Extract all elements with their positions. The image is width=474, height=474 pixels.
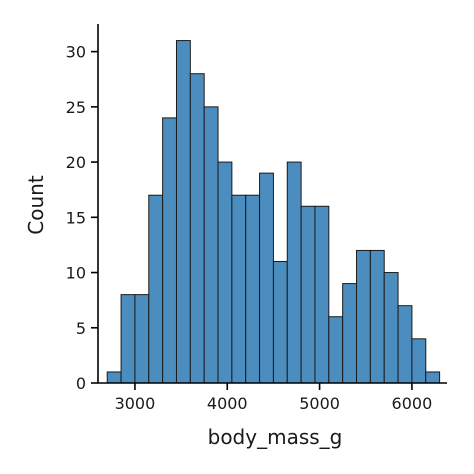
histogram-bar [383,272,399,384]
histogram-bar [231,194,247,384]
x-tick-label: 5000 [299,394,340,413]
y-tick-label: 0 [76,374,86,393]
y-ticks: 0 5 10 15 20 25 30 [66,43,98,393]
y-tick-label: 10 [66,264,86,283]
histogram-bar [203,106,219,384]
histogram-bar [397,305,413,384]
histogram-bar [342,283,358,384]
histogram-bar [175,40,191,384]
histogram-bar [356,249,371,384]
y-tick-label: 5 [76,319,86,338]
x-ticks: 3000 4000 5000 6000 [115,383,433,413]
histogram-bar [272,260,288,384]
x-tick-label: 6000 [392,394,433,413]
histogram-bar [245,194,261,384]
histogram-bar [120,294,136,384]
histogram-bar [369,249,385,384]
histogram-bar [217,161,233,384]
histogram-bar [134,294,150,384]
histogram-bar [286,161,302,384]
y-tick-label: 25 [66,98,86,117]
y-tick-label: 15 [66,208,86,227]
x-axis-label: body_mass_g [208,425,343,449]
histogram-bars [106,40,441,384]
histogram-bar [314,205,330,384]
histogram-bar [425,371,441,384]
histogram-bar [300,205,316,384]
histogram-bar [411,338,427,384]
histogram-bar [162,117,177,384]
histogram-bar [328,316,344,384]
x-tick-label: 3000 [115,394,156,413]
x-tick-label: 4000 [207,394,248,413]
y-axis-label: Count [24,175,48,235]
histogram-bar [106,371,122,384]
y-tick-label: 30 [66,43,86,62]
histogram-bar [148,194,164,384]
histogram-bar [259,172,274,384]
histogram-bar [189,73,205,384]
y-tick-label: 20 [66,153,86,172]
